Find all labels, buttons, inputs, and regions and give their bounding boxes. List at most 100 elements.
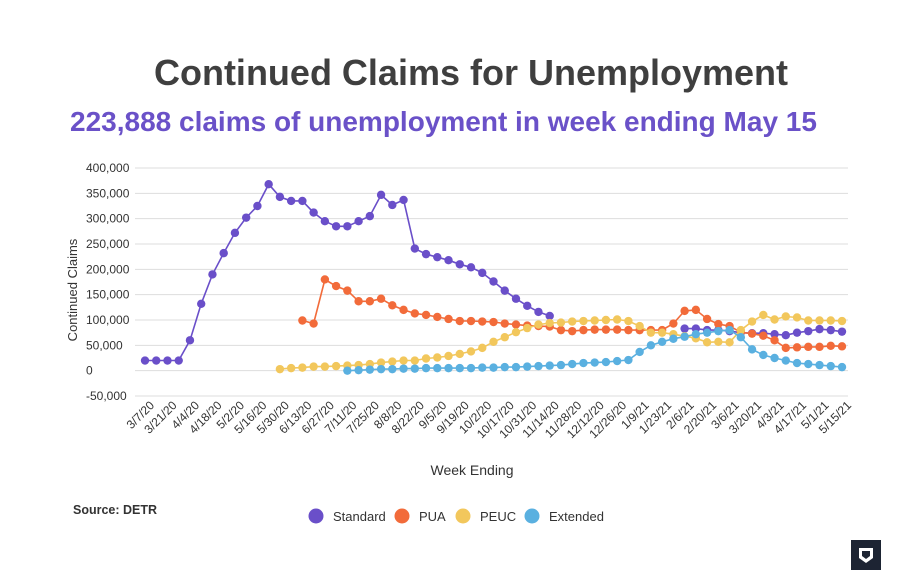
data-point-peuc <box>500 333 509 342</box>
x-axis-label: Week Ending <box>430 462 513 478</box>
y-axis-label: Continued Claims <box>65 238 80 341</box>
data-point-pua <box>747 329 757 338</box>
data-point-pua <box>837 342 847 351</box>
data-point-pua <box>781 343 790 353</box>
data-point-extended <box>388 364 397 374</box>
data-point-extended <box>455 363 464 373</box>
data-point-standard <box>264 180 273 189</box>
data-point-peuc <box>478 343 487 353</box>
y-tick-label: 0 <box>86 364 93 378</box>
data-point-pua <box>770 336 779 345</box>
data-point-standard <box>466 263 476 272</box>
data-point-peuc <box>567 317 577 326</box>
data-point-peuc <box>511 327 521 337</box>
data-point-standard <box>320 217 330 226</box>
data-point-peuc <box>837 316 847 326</box>
data-point-extended <box>612 356 622 366</box>
data-point-standard <box>253 201 262 211</box>
data-point-standard <box>545 311 554 321</box>
data-point-peuc <box>286 363 296 373</box>
data-point-standard <box>421 249 431 259</box>
legend-label-pua: PUA <box>419 509 446 524</box>
data-point-pua <box>331 281 341 291</box>
data-point-extended <box>714 326 723 336</box>
data-point-peuc <box>781 312 790 321</box>
data-point-standard <box>219 248 228 258</box>
data-point-peuc <box>612 315 622 324</box>
data-point-standard <box>230 228 240 238</box>
data-point-peuc <box>770 315 779 324</box>
data-point-standard <box>523 301 532 311</box>
legend-label-peuc: PEUC <box>480 509 516 524</box>
data-point-peuc <box>747 317 757 326</box>
data-point-peuc <box>421 354 431 363</box>
y-tick-label: 400,000 <box>86 161 130 175</box>
data-point-standard <box>433 252 442 262</box>
data-point-peuc <box>714 337 723 346</box>
data-point-peuc <box>331 361 341 371</box>
data-point-standard <box>534 307 543 317</box>
data-point-extended <box>747 345 757 354</box>
data-point-standard <box>837 327 847 336</box>
data-point-extended <box>534 361 543 371</box>
data-point-extended <box>601 357 611 367</box>
data-point-standard <box>163 356 172 365</box>
legend-label-extended: Extended <box>549 509 604 524</box>
legend-marker-peuc <box>455 508 471 524</box>
data-point-pua <box>601 325 611 334</box>
data-point-peuc <box>410 356 420 365</box>
data-point-peuc <box>804 316 813 325</box>
data-point-standard <box>365 211 375 221</box>
data-point-extended <box>702 328 712 337</box>
data-point-standard <box>815 324 824 334</box>
data-point-standard <box>781 331 790 340</box>
y-tick-label: 50,000 <box>86 338 123 352</box>
data-point-standard <box>489 277 498 286</box>
data-point-extended <box>781 356 790 365</box>
data-point-peuc <box>635 321 644 331</box>
data-point-extended <box>556 360 566 370</box>
data-point-standard <box>388 200 397 210</box>
data-point-pua <box>320 275 330 284</box>
news-outlet-logo-icon <box>851 540 881 570</box>
data-point-extended <box>770 353 779 363</box>
legend-marker-extended <box>524 508 540 524</box>
legend-label-standard: Standard <box>333 509 386 524</box>
data-point-standard <box>804 326 813 336</box>
data-point-pua <box>354 297 363 306</box>
data-point-standard <box>826 325 835 335</box>
data-point-extended <box>837 362 847 372</box>
data-point-pua <box>556 325 566 335</box>
data-point-peuc <box>376 358 386 367</box>
data-point-pua <box>410 309 420 318</box>
data-point-peuc <box>725 338 734 347</box>
data-point-extended <box>590 358 599 367</box>
data-point-peuc <box>309 362 318 371</box>
data-point-extended <box>523 362 532 371</box>
data-point-extended <box>691 329 701 339</box>
data-point-extended <box>500 362 509 372</box>
data-point-pua <box>309 319 318 328</box>
data-point-standard <box>343 222 352 231</box>
data-point-pua <box>455 316 464 326</box>
data-point-peuc <box>455 349 464 359</box>
data-point-extended <box>545 361 554 370</box>
data-point-extended <box>624 355 633 365</box>
data-point-standard <box>455 260 464 269</box>
data-point-pua <box>804 342 813 352</box>
data-point-peuc <box>556 318 566 327</box>
data-point-pua <box>815 342 824 352</box>
data-point-pua <box>343 286 352 295</box>
data-point-extended <box>579 358 588 368</box>
data-point-standard <box>399 195 408 205</box>
data-point-peuc <box>275 364 285 374</box>
data-point-peuc <box>388 357 397 366</box>
data-point-pua <box>702 314 712 324</box>
data-point-extended <box>646 341 656 350</box>
data-point-extended <box>815 360 824 370</box>
y-tick-label: 150,000 <box>86 288 130 302</box>
data-point-standard <box>286 196 296 206</box>
data-point-standard <box>331 222 341 231</box>
data-point-extended <box>466 363 476 373</box>
data-point-extended <box>489 363 498 372</box>
